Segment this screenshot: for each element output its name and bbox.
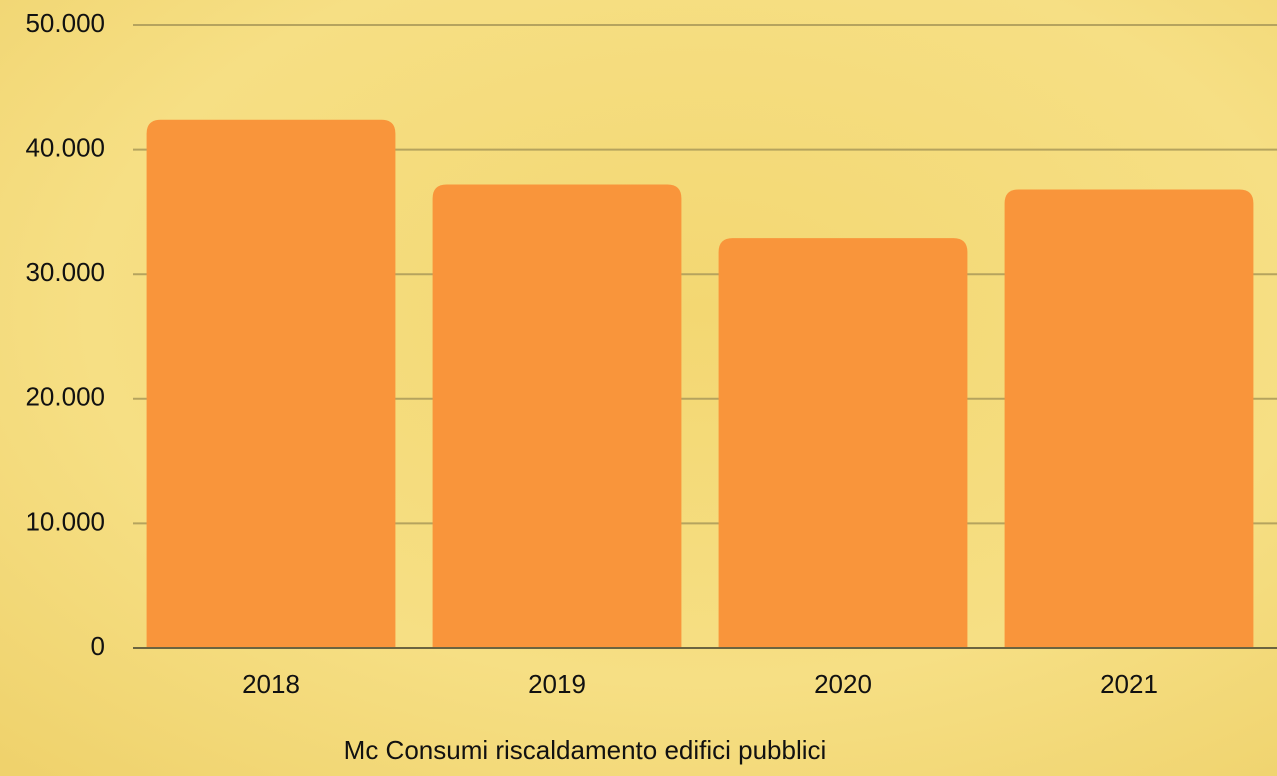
x-tick-label: 2020: [814, 669, 872, 699]
bar: [432, 184, 682, 648]
y-tick-label: 0: [91, 631, 105, 661]
x-axis-label: Mc Consumi riscaldamento edifici pubblic…: [344, 735, 827, 765]
x-tick-label: 2018: [242, 669, 300, 699]
y-tick-label: 30.000: [25, 257, 105, 287]
y-tick-label: 40.000: [25, 132, 105, 162]
x-tick-label: 2019: [528, 669, 586, 699]
y-tick-label: 10.000: [25, 506, 105, 536]
bar: [718, 238, 968, 649]
x-tick-label: 2021: [1100, 669, 1158, 699]
y-tick-label: 20.000: [25, 382, 105, 412]
bar: [1004, 189, 1254, 649]
y-tick-label: 50.000: [25, 8, 105, 38]
bar: [146, 119, 396, 649]
